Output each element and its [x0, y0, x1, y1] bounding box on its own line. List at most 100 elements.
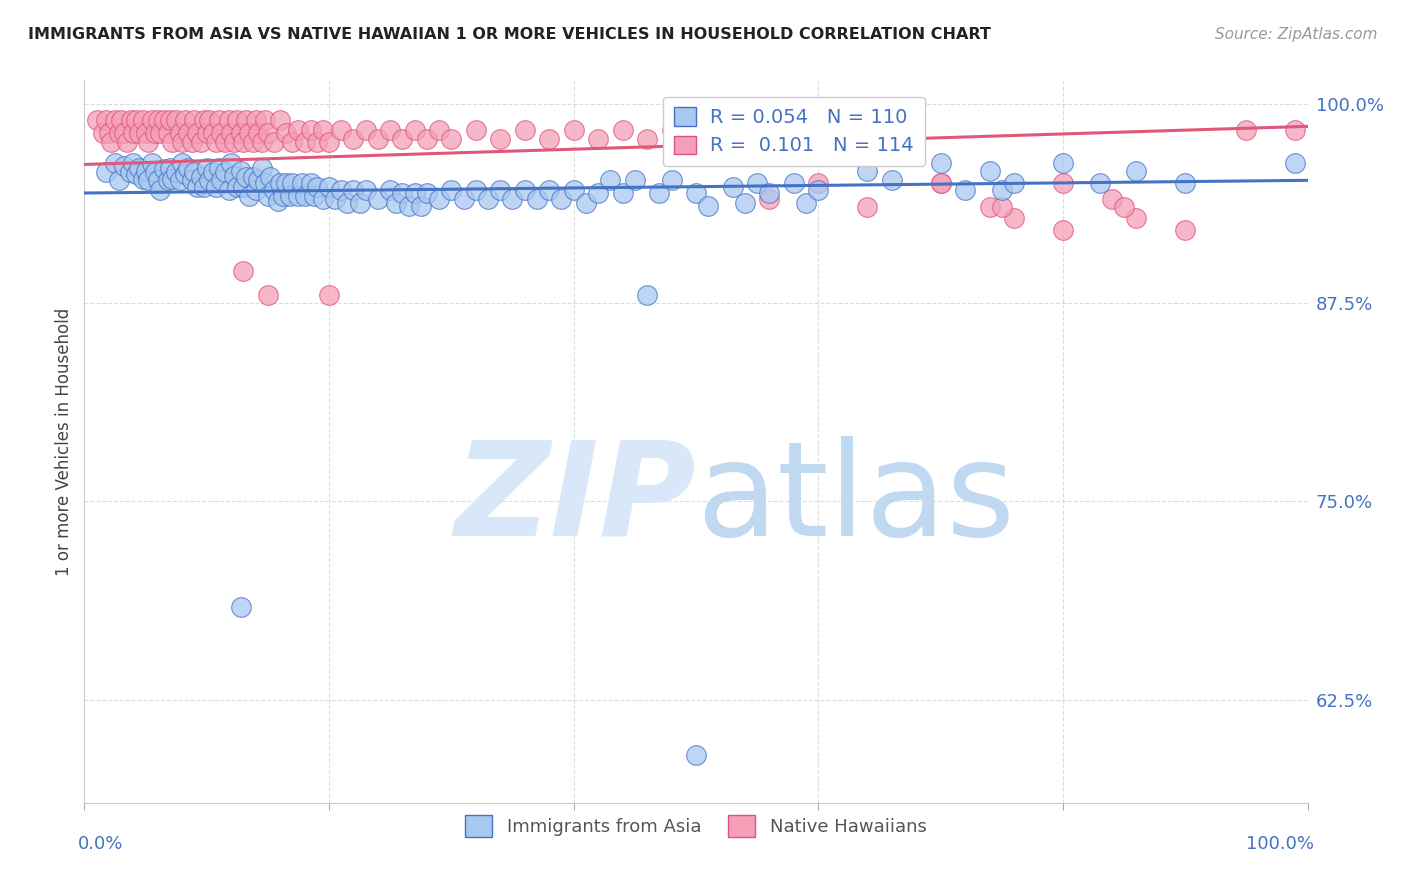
- Point: [1052, 156, 1074, 170]
- Point: [856, 163, 879, 178]
- Point: [612, 122, 634, 136]
- Point: [128, 161, 150, 175]
- Point: [195, 161, 218, 175]
- Point: [156, 173, 179, 187]
- Point: [193, 113, 215, 128]
- Point: [190, 170, 212, 185]
- Point: [96, 113, 118, 128]
- Point: [128, 126, 150, 140]
- Point: [263, 183, 285, 197]
- Point: [880, 173, 903, 187]
- Point: [169, 126, 191, 140]
- Point: [398, 199, 420, 213]
- Point: [538, 132, 561, 146]
- Point: [312, 122, 335, 136]
- Point: [209, 173, 232, 187]
- Point: [612, 186, 634, 200]
- Point: [143, 126, 166, 140]
- Point: [122, 126, 145, 140]
- Point: [177, 126, 200, 140]
- Point: [177, 161, 200, 175]
- Point: [440, 183, 463, 197]
- Point: [502, 193, 524, 207]
- Point: [195, 126, 218, 140]
- Point: [734, 195, 756, 210]
- Point: [190, 135, 212, 149]
- Point: [299, 177, 322, 191]
- Text: ZIP: ZIP: [454, 436, 696, 563]
- Point: [721, 179, 744, 194]
- Point: [214, 135, 236, 149]
- Point: [257, 189, 280, 203]
- Point: [242, 170, 264, 185]
- Point: [281, 135, 304, 149]
- Point: [183, 165, 205, 179]
- Point: [794, 195, 817, 210]
- Point: [354, 122, 377, 136]
- Point: [979, 200, 1001, 214]
- Point: [758, 193, 780, 207]
- Point: [856, 200, 879, 214]
- Point: [1114, 200, 1136, 214]
- Point: [354, 183, 377, 197]
- Point: [294, 189, 316, 203]
- Point: [254, 113, 277, 128]
- Point: [222, 135, 245, 149]
- Point: [489, 132, 512, 146]
- Point: [489, 183, 512, 197]
- Point: [218, 113, 240, 128]
- Point: [104, 113, 127, 128]
- Point: [342, 132, 364, 146]
- Point: [159, 113, 181, 128]
- Point: [513, 122, 536, 136]
- Point: [278, 189, 301, 203]
- Point: [299, 122, 322, 136]
- Point: [146, 113, 169, 128]
- Point: [235, 113, 257, 128]
- Point: [747, 177, 769, 191]
- Point: [219, 126, 242, 140]
- Point: [107, 173, 129, 187]
- Point: [709, 122, 731, 136]
- Point: [257, 287, 280, 301]
- Point: [149, 126, 172, 140]
- Point: [979, 163, 1001, 178]
- Point: [1174, 177, 1197, 191]
- Point: [929, 156, 952, 170]
- Point: [807, 177, 830, 191]
- Point: [247, 173, 270, 187]
- Point: [1052, 177, 1074, 191]
- Point: [1137, 820, 1160, 834]
- Point: [110, 113, 132, 128]
- Point: [685, 748, 707, 763]
- Point: [562, 122, 585, 136]
- Point: [107, 126, 129, 140]
- Point: [575, 195, 598, 210]
- Point: [685, 132, 707, 146]
- Point: [409, 199, 432, 213]
- Point: [427, 122, 450, 136]
- Point: [162, 135, 184, 149]
- Point: [96, 165, 118, 179]
- Point: [153, 162, 176, 177]
- Point: [135, 126, 157, 140]
- Point: [287, 189, 309, 203]
- Point: [86, 113, 108, 128]
- Point: [141, 113, 163, 128]
- Point: [1284, 122, 1306, 136]
- Point: [697, 199, 720, 213]
- Point: [453, 193, 475, 207]
- Point: [120, 113, 142, 128]
- Point: [1002, 177, 1025, 191]
- Point: [172, 156, 194, 170]
- Point: [91, 126, 114, 140]
- Point: [380, 183, 402, 197]
- Point: [661, 173, 683, 187]
- Point: [758, 186, 780, 200]
- Point: [229, 600, 252, 615]
- Point: [259, 170, 281, 185]
- Point: [1236, 122, 1258, 136]
- Point: [232, 264, 254, 278]
- Point: [464, 183, 486, 197]
- Point: [226, 113, 249, 128]
